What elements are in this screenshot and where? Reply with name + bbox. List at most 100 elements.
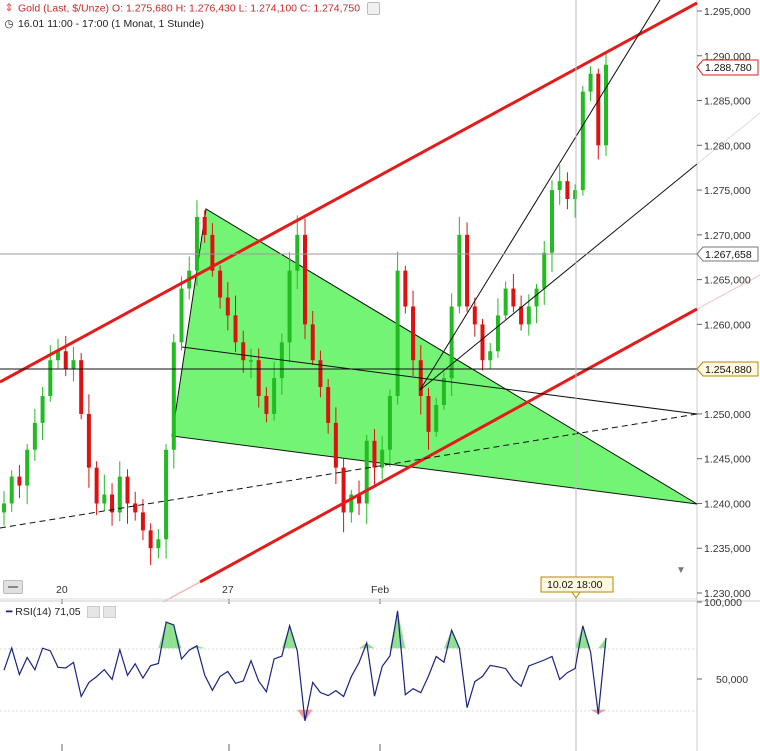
price-tag-level-2: 1.254,880 [696,361,759,377]
candle-body [63,351,68,370]
price-tag-current-text: 1.288,780 [705,62,752,74]
candle-body [32,422,37,450]
time-axis: 20 27 Feb [0,584,697,604]
instrument-summary: Gold (Last, $/Unze) O: 1.275,680 H: 1.27… [18,2,361,15]
rsi-oversold-zone [297,709,305,721]
price-tick-label: 1.270,000 [704,230,751,242]
candle-body [434,404,439,432]
rsi-tick-50: 50,000 [716,674,748,686]
pane-divider-icon[interactable]: ▼ [676,565,686,576]
candle-body [287,270,292,343]
candle-body [148,530,153,549]
rsi-overbought-zone [196,645,205,649]
candle-body [480,324,485,361]
rsi-settings-icon[interactable] [86,606,100,619]
candle-body [357,494,362,504]
rsi-overbought-zone [173,624,182,649]
candle-body [488,351,493,361]
candle-body [372,440,377,468]
settings-icon[interactable] [367,2,380,15]
candle-body [117,476,122,513]
mid-trendline [419,163,698,391]
rsi-overbought-zone [598,637,606,649]
cursor-date-text: 10.02 18:00 [547,579,603,591]
candle-body [441,378,446,405]
price-tick-label: 1.265,000 [704,275,751,287]
candles-icon: ⇕ [4,2,14,15]
rsi-line [3,610,607,722]
rsi-overbought-zone [397,610,406,649]
upper-channel-extension [696,274,760,310]
candle-body [557,181,562,191]
candle-body [303,234,307,325]
candle-body [604,64,608,146]
candle-body [457,234,462,307]
candle-body [573,190,578,200]
candle-body [133,503,138,513]
price-tick-label: 1.295,000 [704,6,751,18]
candle-body [264,396,269,414]
candle-body [110,494,115,513]
rsi-overbought-zone [575,625,583,649]
rsi-overbought-zone [158,622,167,649]
candle-body [588,73,593,92]
candle-body [387,396,392,450]
price-tag-level-1: 1.267,658 [696,246,759,262]
rsi-value: 71,05 [54,606,81,618]
price-tick-label: 1.275,000 [704,185,751,197]
price-tag-current: 1.288,780 [696,59,759,76]
rsi-oversold-zone [598,709,606,715]
rsi-pane: 100,000 50,000 [0,597,760,751]
price-axis: 1.295,0001.290,0001.285,0001.280,0001.27… [697,6,751,600]
candle-body [17,476,22,486]
upper-channel-line [0,1,698,384]
rsi-overbought-zone [189,645,197,649]
cursor-date-tag: 10.02 18:00 [540,576,614,599]
candle-body [164,449,169,540]
scroll-left-button[interactable] [3,580,23,594]
candle-body [194,216,199,271]
candle-body [171,342,176,450]
candle-body [341,467,346,513]
candle-body [125,476,130,504]
rsi-close-icon[interactable] [102,606,116,619]
candle-body [326,387,331,423]
x-tick-feb: Feb [371,584,389,596]
candle-body [86,413,91,468]
rsi-overbought-zone [366,642,375,649]
candle-body [295,234,300,271]
wedge-upper-extension [181,346,698,415]
candle-body [395,270,400,397]
candle-body [526,306,531,325]
rsi-name: RSI(14) [15,606,52,618]
candle-body [465,234,470,307]
rsi-overbought-zone [166,622,174,649]
price-tick-label: 1.285,000 [704,96,751,108]
chart-header-period: ◷ 16.01 11:00 - 17:00 (1 Monat, 1 Stunde) [4,18,204,30]
rsi-oversold-zone [590,709,599,715]
candle-body [580,91,585,191]
dashed-support-line [0,413,698,529]
price-tick-label: 1.250,000 [704,409,751,421]
candle-body [140,512,145,531]
candle-body [79,360,84,414]
period-summary: 16.01 11:00 - 17:00 (1 Monat, 1 Stunde) [18,18,205,30]
candle-body [48,360,53,397]
candle-body [256,360,261,397]
price-tick-label: 1.280,000 [704,140,751,152]
price-tag-level-1-text: 1.267,658 [705,249,752,261]
price-tick-label: 1.230,000 [704,588,751,600]
candle-body [565,181,570,200]
candle-body [241,342,246,361]
candle-body [94,467,99,504]
candle-body [56,351,61,361]
candle-body [411,306,416,361]
candle-body [202,216,207,235]
candle-body [25,449,30,486]
candle-body [333,422,338,468]
candle-body [511,288,516,307]
x-tick-27: 27 [222,584,234,596]
candle-body [9,476,14,504]
candle-body [364,440,369,504]
